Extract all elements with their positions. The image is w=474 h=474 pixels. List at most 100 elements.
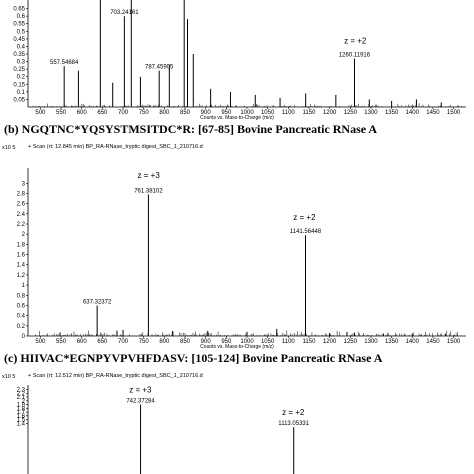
peak-mz-label: 787.45905 bbox=[145, 65, 174, 71]
y-tick-label: 2.6 bbox=[17, 202, 26, 208]
y-tick-label: 0.15 bbox=[13, 82, 25, 88]
x-tick-label: 500 bbox=[35, 339, 46, 345]
y-tick-label: 1.4 bbox=[17, 263, 26, 269]
x-tick-label: 1300 bbox=[364, 110, 378, 116]
y-tick-label: 0.05 bbox=[13, 97, 25, 103]
charge-state-label: z = +3 bbox=[129, 386, 152, 395]
x-tick-label: 1000 bbox=[240, 339, 254, 345]
y-tick-label: 2.8 bbox=[17, 191, 26, 197]
y-tick-label: 2.1 bbox=[17, 395, 26, 401]
y-tick-label: 0.6 bbox=[17, 303, 26, 309]
x-tick-label: 1100 bbox=[282, 110, 296, 116]
y-tick-label: 0.4 bbox=[17, 44, 26, 50]
x-tick-label: 800 bbox=[159, 339, 170, 345]
y-tick-label: 1 bbox=[22, 283, 26, 289]
peak-mz-label: 557.54684 bbox=[50, 60, 79, 66]
y-tick-label: 0.25 bbox=[13, 67, 25, 73]
y-tick-label: 0.3 bbox=[17, 60, 26, 66]
y-tick-label: 0.5 bbox=[17, 29, 26, 35]
y-tick-label: 2.2 bbox=[17, 391, 26, 397]
y-tick-label: 1.2 bbox=[17, 273, 26, 279]
x-tick-label: 700 bbox=[118, 339, 129, 345]
x-tick-label: 800 bbox=[159, 110, 170, 116]
x-tick-label: 550 bbox=[56, 339, 67, 345]
y-tick-label: 1.8 bbox=[17, 242, 26, 248]
peak-mz-label: 1260.11916 bbox=[339, 53, 371, 59]
x-tick-label: 1250 bbox=[344, 339, 358, 345]
x-tick-label: 950 bbox=[221, 339, 232, 345]
y-tick-label: 0 bbox=[22, 334, 26, 340]
y-tick-label: 0.6 bbox=[17, 14, 26, 20]
x-tick-label: 1500 bbox=[447, 110, 461, 116]
x-tick-label: 650 bbox=[97, 339, 108, 345]
x-tick-label: 1050 bbox=[261, 339, 275, 345]
y-tick-label: 1.9 bbox=[17, 403, 26, 409]
caption-panel-c: (c) HIIVAC*EGNPYVPVHFDASV: [105-124] Bov… bbox=[4, 351, 383, 365]
charge-state-label: z = +2 bbox=[293, 213, 316, 222]
x-tick-label: 750 bbox=[139, 110, 150, 116]
x-tick-label: 1450 bbox=[426, 339, 440, 345]
spectrum-panel-c: x10 5 + Scan (rt: 12.512 min) BP_RA-RNase… bbox=[2, 373, 310, 474]
scan-header: + Scan (rt: 12.512 min) BP_RA-RNase_tryp… bbox=[28, 373, 203, 379]
y-tick-label: 0.2 bbox=[17, 75, 26, 81]
peak-mz-label: 1113.05331 bbox=[278, 421, 309, 427]
x-tick-label: 1400 bbox=[406, 339, 420, 345]
x-tick-label: 900 bbox=[201, 110, 212, 116]
spectrum-panel-b: x10 5 + Scan (rt: 12.845 min) BP_RA-RNase… bbox=[2, 144, 466, 350]
x-tick-label: 1000 bbox=[240, 110, 254, 116]
x-tick-label: 1200 bbox=[323, 339, 337, 345]
caption-panel-b: (b) NGQTNC*YQSYSTMSITDC*R: [67-85] Bovin… bbox=[4, 122, 377, 136]
x-tick-label: 850 bbox=[180, 110, 191, 116]
y-tick-label: 1.8 bbox=[17, 406, 26, 412]
x-tick-label: 1200 bbox=[323, 110, 337, 116]
y-tick-label: 0.1 bbox=[17, 90, 26, 96]
x-tick-label: 750 bbox=[139, 339, 150, 345]
x-tick-label: 700 bbox=[118, 110, 129, 116]
baseline-noise bbox=[32, 330, 462, 336]
y-tick-label: 2 bbox=[22, 232, 26, 238]
x-tick-label: 1250 bbox=[344, 110, 358, 116]
scan-header: + Scan (rt: 12.845 min) BP_RA-RNase_tryp… bbox=[28, 144, 203, 150]
x-tick-label: 500 bbox=[35, 110, 46, 116]
x-tick-label: 1300 bbox=[364, 339, 378, 345]
x-tick-label: 1400 bbox=[406, 110, 420, 116]
x-tick-label: 600 bbox=[77, 110, 88, 116]
y-tick-label: 0.65 bbox=[13, 7, 25, 13]
y-tick-label: 3 bbox=[22, 181, 26, 187]
x-tick-label: 1150 bbox=[303, 110, 317, 116]
peak-mz-label: 742.37284 bbox=[126, 399, 155, 405]
baseline-noise bbox=[32, 103, 462, 107]
y-tick-label: 2.3 bbox=[17, 388, 26, 394]
y-tick-label: 0.8 bbox=[17, 293, 26, 299]
y-tick-label: 2 bbox=[22, 399, 26, 405]
y-tick-label: 2.2 bbox=[17, 222, 26, 228]
x-tick-label: 650 bbox=[97, 110, 108, 116]
x-tick-label: 900 bbox=[201, 339, 212, 345]
y-tick-label: 0.4 bbox=[17, 314, 26, 320]
x-tick-label: 1500 bbox=[447, 339, 461, 345]
y-scale-unit: x10 5 bbox=[2, 145, 15, 151]
peak-mz-label: 1141.56448 bbox=[290, 229, 322, 235]
x-tick-label: 1350 bbox=[385, 339, 399, 345]
y-tick-label: 2.4 bbox=[17, 212, 26, 218]
y-tick-label: 1.6 bbox=[17, 253, 26, 259]
x-tick-label: 1150 bbox=[303, 339, 317, 345]
x-tick-label: 950 bbox=[221, 110, 232, 116]
spectrum-panel-a: 0.050.1 0.150.2 0.250.3 0.35 0.40.45 0.50.55 0… bbox=[13, 0, 466, 121]
x-tick-label: 600 bbox=[77, 339, 88, 345]
y-tick-label: 0.45 bbox=[13, 37, 25, 43]
peak-mz-label: 703.24161 bbox=[110, 10, 139, 16]
x-tick-label: 1350 bbox=[385, 110, 399, 116]
charge-state-label: z = +3 bbox=[138, 171, 161, 180]
y-tick-label: 0.55 bbox=[13, 22, 25, 28]
y-tick-label: 1.6 bbox=[17, 414, 26, 420]
x-tick-label: 850 bbox=[180, 339, 191, 345]
peak-mz-label: 761.38102 bbox=[134, 188, 163, 194]
y-tick-label: 1.7 bbox=[17, 410, 26, 416]
x-tick-label: 550 bbox=[56, 110, 67, 116]
peak-mz-label: 637.32372 bbox=[83, 299, 112, 305]
x-tick-label: 1050 bbox=[261, 110, 275, 116]
y-tick-label: 1.4 bbox=[17, 421, 26, 427]
y-scale-unit: x10 5 bbox=[2, 374, 15, 380]
